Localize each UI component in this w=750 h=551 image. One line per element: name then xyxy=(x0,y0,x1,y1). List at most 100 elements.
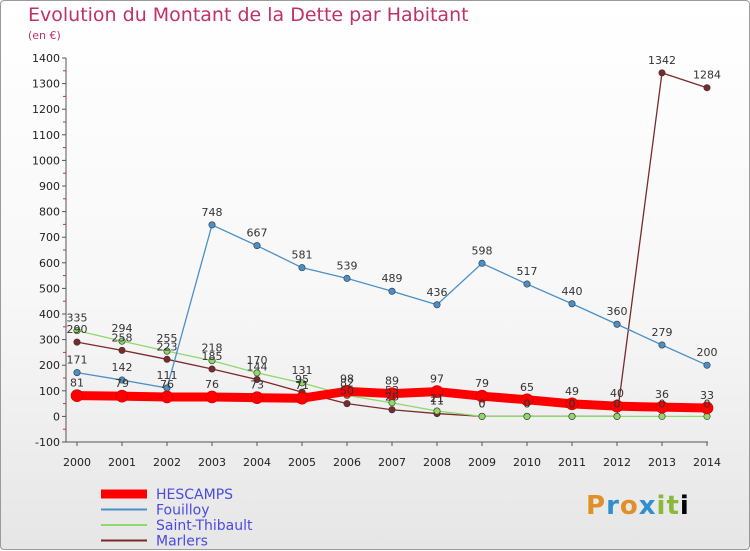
data-point-fouilloy xyxy=(613,320,621,328)
data-point-fouilloy xyxy=(73,369,81,377)
data-label-hescamps: 73 xyxy=(250,379,264,392)
data-label-fouilloy: 667 xyxy=(247,227,268,240)
x-tick-label: 2008 xyxy=(423,456,451,469)
data-point-fouilloy xyxy=(568,300,576,308)
data-label-marlers: 50 xyxy=(340,385,354,398)
data-point-hescamps xyxy=(115,389,129,403)
data-label-fouilloy: 436 xyxy=(427,286,448,299)
data-point-fouilloy xyxy=(703,361,711,369)
data-label-saint-thibault: 131 xyxy=(292,364,313,377)
data-label-saint-thibault: 335 xyxy=(67,312,88,325)
data-point-saint-thibault xyxy=(208,357,216,365)
y-tick-label: 200 xyxy=(39,359,60,372)
x-tick-label: 2002 xyxy=(153,456,181,469)
data-point-marlers xyxy=(208,365,216,373)
data-label-fouilloy: 489 xyxy=(382,272,403,285)
y-tick-label: 300 xyxy=(39,334,60,347)
data-label-saint-thibault: 170 xyxy=(247,354,268,367)
data-point-fouilloy xyxy=(253,242,261,250)
data-label-hescamps: 97 xyxy=(430,373,444,386)
data-label-marlers: 144 xyxy=(247,361,268,374)
data-label-fouilloy: 360 xyxy=(607,305,628,318)
data-label-saint-thibault: 82 xyxy=(340,376,354,389)
y-tick-label: 0 xyxy=(53,410,60,423)
x-tick-label: 2004 xyxy=(243,456,271,469)
data-label-saint-thibault: 53 xyxy=(385,384,399,397)
data-label-fouilloy: 440 xyxy=(562,285,583,298)
data-label-marlers: 290 xyxy=(67,323,88,336)
data-point-fouilloy xyxy=(478,259,486,267)
data-point-hescamps xyxy=(385,387,399,400)
legend-label-hescamps: HESCAMPS xyxy=(156,487,233,503)
data-label-marlers: 223 xyxy=(157,340,178,353)
x-tick-label: 2001 xyxy=(108,456,136,469)
data-label-marlers: 258 xyxy=(112,331,133,344)
data-label-fouilloy: 598 xyxy=(472,244,493,257)
data-point-hescamps xyxy=(70,389,84,402)
data-point-marlers xyxy=(73,338,81,346)
y-tick-label: 500 xyxy=(39,282,60,295)
data-point-saint-thibault xyxy=(163,347,171,355)
data-label-fouilloy: 517 xyxy=(517,265,538,278)
data-point-hescamps xyxy=(520,393,534,407)
data-label-fouilloy: 111 xyxy=(157,369,178,382)
data-label-hescamps: 36 xyxy=(655,388,669,401)
legend-label-saint-thibault: Saint-Thibault xyxy=(156,518,253,534)
data-point-hescamps xyxy=(610,399,624,413)
data-label-hescamps: 71 xyxy=(295,379,309,392)
data-point-saint-thibault xyxy=(118,337,126,345)
data-point-saint-thibault xyxy=(568,412,576,420)
data-label-saint-thibault: 0 xyxy=(524,397,531,410)
y-tick-label: 1300 xyxy=(32,78,60,91)
x-tick-label: 2000 xyxy=(63,456,91,469)
data-label-fouilloy: 539 xyxy=(337,259,358,272)
y-tick-label: 400 xyxy=(39,308,60,321)
data-point-hescamps xyxy=(250,391,264,405)
data-label-fouilloy: 748 xyxy=(202,206,223,219)
data-label-marlers: 26 xyxy=(385,391,399,404)
data-label-saint-thibault: 0 xyxy=(479,397,486,410)
data-point-marlers xyxy=(703,84,711,92)
data-label-saint-thibault: 21 xyxy=(430,392,444,405)
data-point-fouilloy xyxy=(208,221,216,229)
x-tick-label: 2003 xyxy=(198,456,226,469)
legend-label-marlers: Marlers xyxy=(156,534,208,550)
data-point-saint-thibault xyxy=(73,327,81,335)
x-tick-label: 2007 xyxy=(378,456,406,469)
x-tick-label: 2012 xyxy=(603,456,631,469)
x-tick-label: 2005 xyxy=(288,456,316,469)
proxiti-logo: Proxiti xyxy=(586,491,690,521)
x-tick-label: 2009 xyxy=(468,456,496,469)
y-tick-label: 900 xyxy=(39,180,60,193)
legend-label-fouilloy: Fouilloy xyxy=(156,503,210,519)
data-label-hescamps: 33 xyxy=(700,389,714,402)
data-point-marlers xyxy=(388,406,396,414)
data-point-hescamps xyxy=(565,397,579,411)
y-tick-label: 1100 xyxy=(32,129,60,142)
data-label-marlers: 0 xyxy=(569,397,576,410)
data-point-hescamps xyxy=(160,390,174,404)
data-point-hescamps xyxy=(295,391,309,405)
data-label-saint-thibault: 0 xyxy=(659,397,666,410)
y-tick-label: 1200 xyxy=(32,103,60,116)
data-label-hescamps: 76 xyxy=(205,378,219,391)
y-tick-label: 800 xyxy=(39,206,60,219)
data-point-fouilloy xyxy=(523,280,531,288)
data-label-hescamps: 76 xyxy=(160,378,174,391)
data-label-saint-thibault: 0 xyxy=(614,397,621,410)
data-label-saint-thibault: 0 xyxy=(704,397,711,410)
data-point-fouilloy xyxy=(658,341,666,349)
data-label-saint-thibault: 255 xyxy=(157,332,178,345)
data-point-fouilloy xyxy=(118,376,126,384)
x-tick-label: 2014 xyxy=(693,456,721,469)
x-tick-label: 2013 xyxy=(648,456,676,469)
series-line-marlers xyxy=(76,72,708,418)
data-point-hescamps xyxy=(655,400,669,414)
x-tick-label: 2011 xyxy=(558,456,586,469)
data-point-fouilloy xyxy=(343,274,351,282)
y-tick-label: 600 xyxy=(39,257,60,270)
data-label-hescamps: 89 xyxy=(385,375,399,388)
data-label-marlers: 1284 xyxy=(693,69,721,82)
data-point-fouilloy xyxy=(298,264,306,272)
